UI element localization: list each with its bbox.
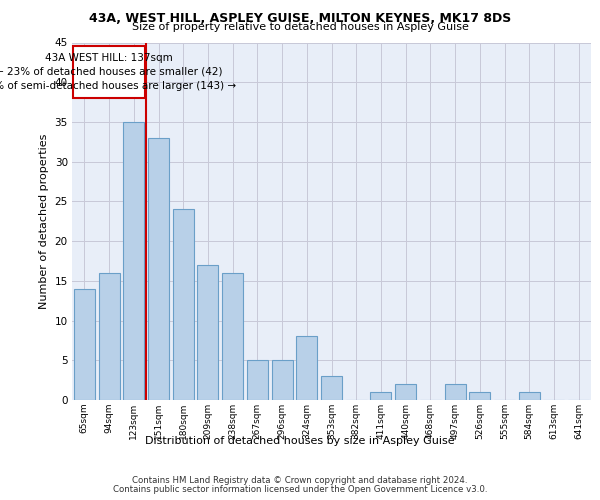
Bar [222,273,243,400]
FancyBboxPatch shape [73,46,145,98]
Text: Contains HM Land Registry data © Crown copyright and database right 2024.: Contains HM Land Registry data © Crown c… [132,476,468,485]
Text: 43A, WEST HILL, ASPLEY GUISE, MILTON KEYNES, MK17 8DS: 43A, WEST HILL, ASPLEY GUISE, MILTON KEY… [89,12,511,26]
Bar [445,384,466,400]
Text: Contains public sector information licensed under the Open Government Licence v3: Contains public sector information licen… [113,485,487,494]
Bar [173,210,194,400]
Bar [272,360,293,400]
Bar [74,289,95,400]
Text: Size of property relative to detached houses in Aspley Guise: Size of property relative to detached ho… [131,22,469,32]
Bar [197,265,218,400]
Bar [98,273,119,400]
Bar [296,336,317,400]
Bar [519,392,540,400]
Text: 77% of semi-detached houses are larger (143) →: 77% of semi-detached houses are larger (… [0,81,236,91]
Bar [148,138,169,400]
Bar [321,376,342,400]
Bar [247,360,268,400]
Bar [395,384,416,400]
Y-axis label: Number of detached properties: Number of detached properties [39,134,49,309]
Bar [370,392,391,400]
Bar [123,122,144,400]
Text: 43A WEST HILL: 137sqm: 43A WEST HILL: 137sqm [45,52,173,62]
Bar [469,392,490,400]
Text: ← 23% of detached houses are smaller (42): ← 23% of detached houses are smaller (42… [0,67,223,77]
Text: Distribution of detached houses by size in Aspley Guise: Distribution of detached houses by size … [145,436,455,446]
